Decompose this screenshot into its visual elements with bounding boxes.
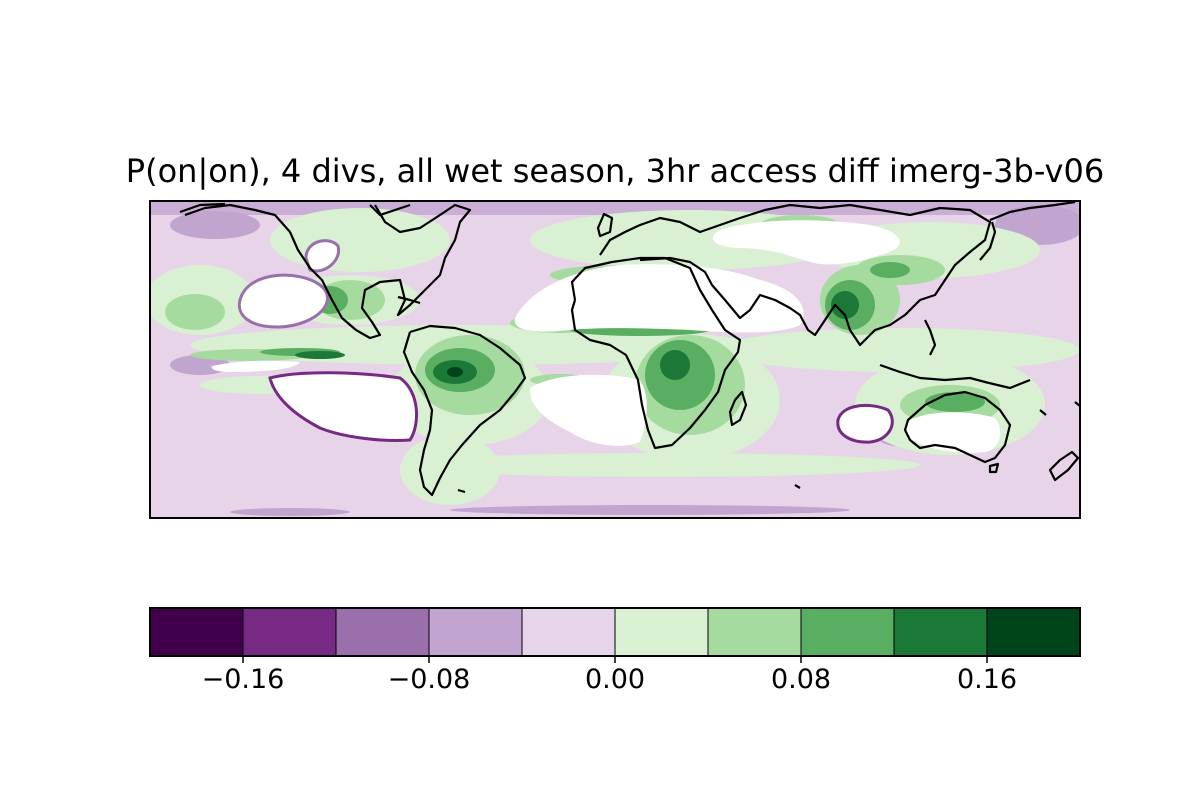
coastline-uk xyxy=(596,212,614,238)
coastline-south-america xyxy=(402,324,527,497)
colorbar-bin xyxy=(243,608,337,656)
coastline-madagascar xyxy=(728,390,748,427)
coastline-caribbean xyxy=(397,295,421,305)
colorbar: −0.16 −0.08 0.00 0.08 0.16 xyxy=(149,607,1081,695)
colorbar-tick-label: 0.16 xyxy=(957,664,1017,695)
coastline-new-zealand xyxy=(1048,450,1080,482)
colorbar-bin xyxy=(150,608,244,656)
colorbar-bin xyxy=(336,608,430,656)
coastline-greenland xyxy=(369,203,411,217)
map-frame xyxy=(149,200,1081,519)
coastline-indonesia xyxy=(879,363,1031,390)
coastlines xyxy=(179,201,1080,497)
colorbar-bin xyxy=(708,608,802,656)
colorbar-bin xyxy=(615,608,709,656)
masked-dry-regions xyxy=(211,220,1001,453)
coastline-arctic xyxy=(179,202,226,214)
map-title: P(on|on), 4 divs, all wet season, 3hr ac… xyxy=(125,152,1105,190)
coastline-pacific-islands xyxy=(457,401,1080,494)
colorbar-tick-label: 0.08 xyxy=(771,664,831,695)
colorbar-bin xyxy=(894,608,988,656)
colorbar-bin xyxy=(522,608,616,656)
coastline-philippines xyxy=(924,319,937,356)
map-panel xyxy=(150,201,1080,518)
colorbar-tick-label: 0.00 xyxy=(585,664,645,695)
coastline-east-russia xyxy=(989,201,1076,222)
colorbar-tick-label: −0.08 xyxy=(388,664,471,695)
coastline-tasmania xyxy=(988,462,1000,474)
coastline-japan xyxy=(979,221,997,261)
coastline-europe xyxy=(599,203,992,347)
colorbar-tick-label: −0.16 xyxy=(202,664,285,695)
colorbar-bin xyxy=(429,608,523,656)
coastline-africa xyxy=(570,256,742,450)
coastline-australia xyxy=(903,390,1012,464)
colorbar-bin xyxy=(987,608,1081,656)
peak-positive-regions xyxy=(295,291,859,384)
coastline-north-america xyxy=(184,203,472,340)
colorbar-bin xyxy=(801,608,895,656)
